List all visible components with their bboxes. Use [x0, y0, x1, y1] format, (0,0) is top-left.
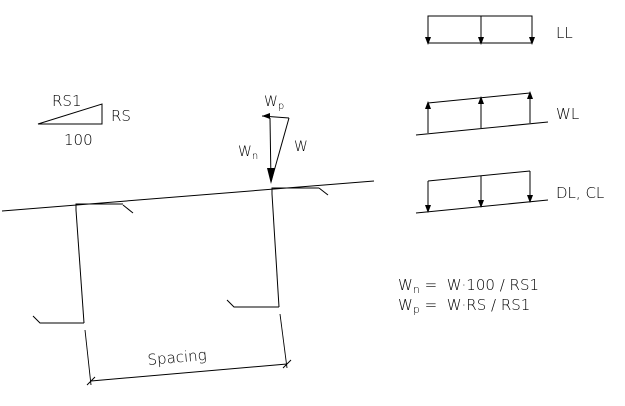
left-purlin [32, 203, 134, 324]
formula-wp: Wp = W·RS / RS1 [398, 296, 530, 316]
ll-label: LL [556, 24, 573, 42]
wl-roof-line [415, 121, 549, 136]
dl-top-line [427, 170, 531, 182]
roof-line [1, 180, 375, 212]
dim-ext-left [84, 329, 92, 386]
right-purlin [226, 187, 329, 308]
w-label: W [294, 139, 308, 155]
load-case-wl: WL [415, 91, 579, 136]
ll-load-box [427, 15, 533, 44]
force-vector-diagram: Wp Wn W [238, 94, 308, 184]
slope-triangle [37, 103, 103, 125]
load-case-ll: LL [425, 15, 573, 45]
wl-label: WL [556, 105, 579, 123]
dl-roof-line [415, 199, 549, 214]
slope-legend: RS1 RS 100 [37, 92, 131, 149]
slope-hypotenuse-label: RS1 [52, 92, 82, 110]
spacing-label: Spacing [147, 346, 208, 369]
wp-arrowhead [262, 113, 270, 119]
load-case-dl-cl: DL, CL [415, 170, 604, 214]
wl-top-line [427, 92, 531, 104]
dl-cl-label: DL, CL [556, 184, 604, 202]
wn-label: Wn [238, 144, 258, 162]
wp-label: Wp [264, 94, 284, 112]
spacing-dimension: Spacing [84, 313, 292, 386]
dim-line [90, 363, 288, 382]
slope-rise-label: RS [111, 107, 131, 125]
formula-wn: Wn = W·100 / RS1 [398, 276, 539, 296]
dim-ext-right [279, 313, 288, 369]
formulas: Wn = W·100 / RS1 Wp = W·RS / RS1 [398, 276, 539, 316]
slope-run-label: 100 [64, 131, 93, 149]
wn-arrowhead [267, 168, 275, 184]
